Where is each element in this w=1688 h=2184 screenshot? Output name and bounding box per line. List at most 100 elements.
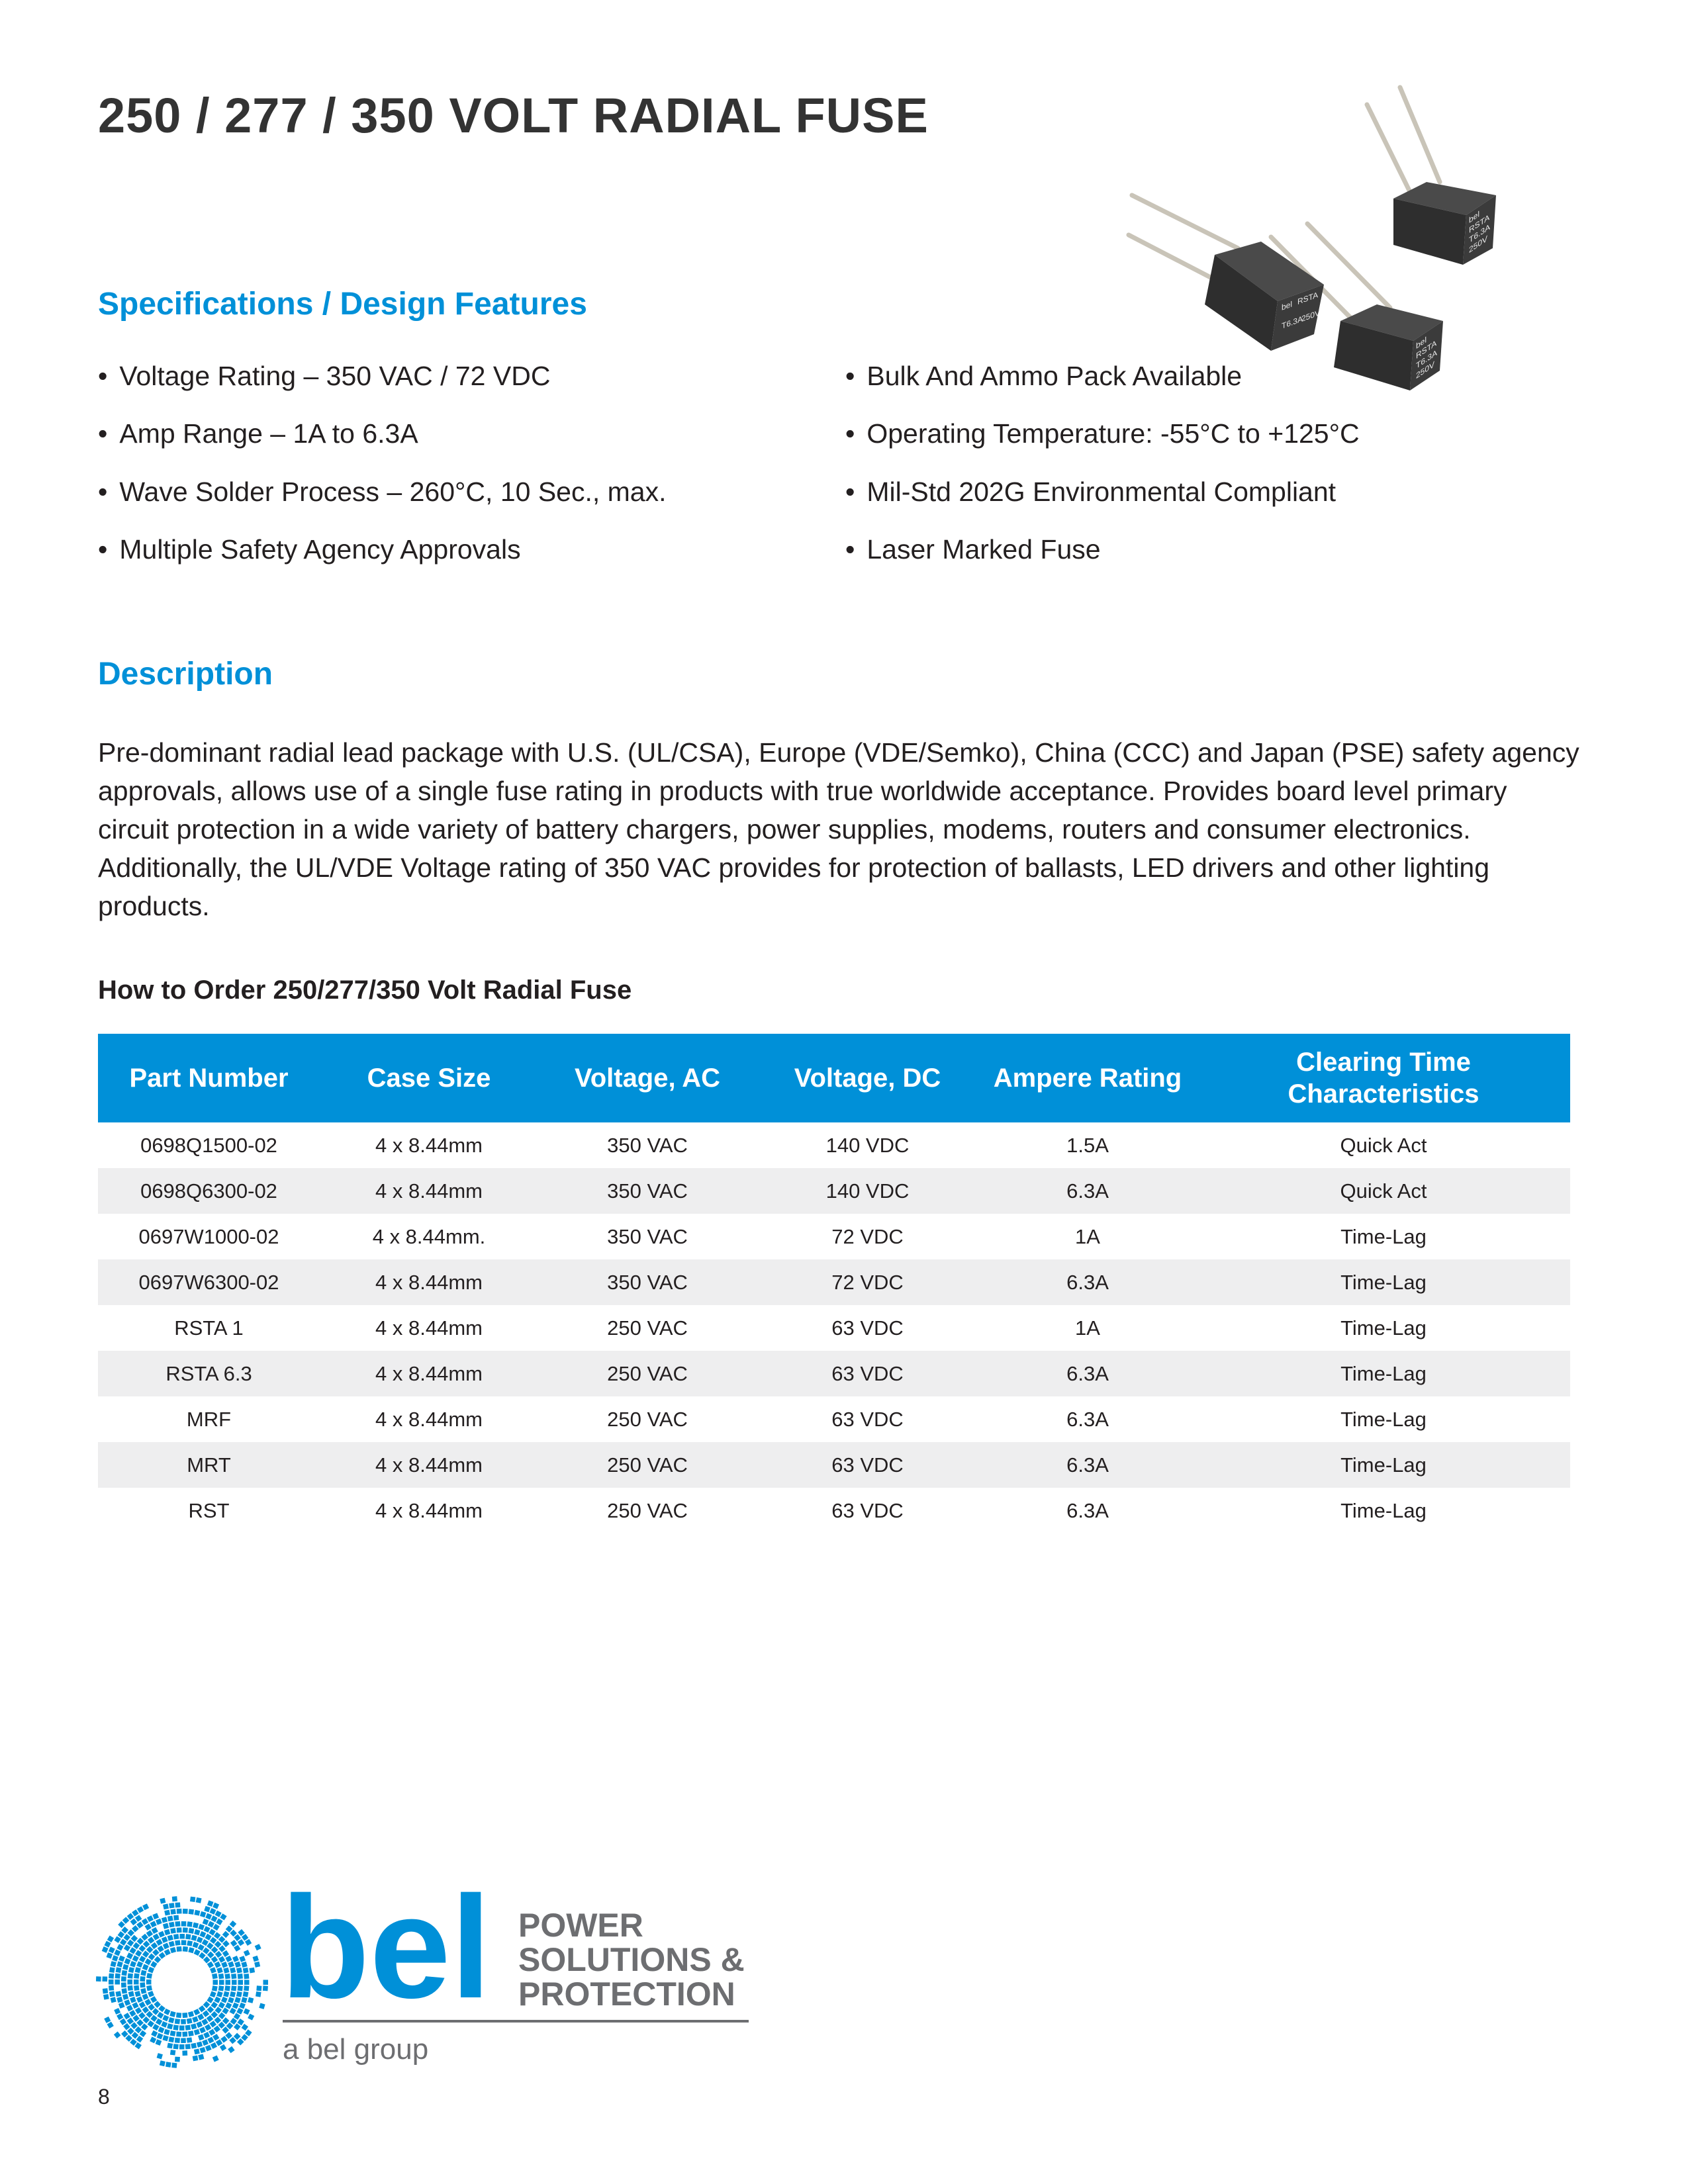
logo-mark-tile	[187, 1940, 193, 1946]
logo-mark-tile	[148, 1966, 155, 1974]
table-cell: 72 VDC	[831, 1224, 904, 1248]
spec-item: Amp Range – 1A to 6.3A	[98, 418, 418, 449]
table-cell: 4 x 8.44mm.	[372, 1224, 486, 1248]
logo-mark-tile	[118, 1955, 125, 1962]
logo-mark-tile	[237, 2019, 244, 2026]
table-row: 0698Q1500-02 4 x 8.44mm 350 VAC 140 VDC 1.5A…	[98, 1122, 1570, 1168]
logo-mark-tile	[182, 2050, 188, 2056]
logo-mark-tile	[136, 2019, 144, 2026]
logo-mark-tile	[225, 2032, 232, 2039]
logo-mark-tile	[230, 2017, 238, 2025]
logo-mark-tile	[244, 1974, 250, 1979]
logo-mark-tile	[201, 2018, 209, 2026]
logo-mark-tile	[127, 1979, 132, 1985]
logo-mark-tile	[243, 2008, 250, 2015]
logo-mark-tile	[207, 2036, 214, 2044]
logo-mark-tile	[234, 1934, 241, 1942]
logo-mark-tile	[230, 1940, 238, 1947]
logo-mark-tile	[218, 2001, 225, 2009]
logo-mark-tile	[202, 1919, 209, 1925]
table-cell: Time-Lag	[1340, 1407, 1427, 1431]
logo-mark-tile	[194, 1909, 201, 1916]
logo-mark-tile	[248, 1997, 254, 2003]
logo-mark-tile	[199, 2026, 206, 2034]
logo-mark-tile	[203, 1956, 211, 1964]
logo-mark-tile	[233, 2032, 241, 2040]
logo-mark-tile	[128, 1991, 134, 1997]
logo-mark-tile	[106, 1952, 113, 1959]
logo-mark-tile	[218, 1973, 224, 1979]
logo-mark-tile	[169, 1946, 177, 1954]
logo-mark-tile	[117, 1931, 125, 1938]
table-cell: Quick Act	[1197, 1168, 1570, 1214]
logo-mark-tile	[136, 1921, 144, 1929]
column-header: Part Number	[98, 1034, 320, 1122]
logo-mark-tile	[165, 2062, 171, 2068]
logo-mark-tile	[150, 1996, 158, 2003]
logo-mark-tile	[230, 1991, 236, 1997]
column-header: Case Size	[320, 1034, 538, 1122]
logo-mark-tile	[209, 1936, 217, 1944]
logo-mark-tile	[134, 1979, 139, 1985]
logo-mark-tile	[218, 2012, 226, 2020]
logo-mark-tile	[176, 1908, 182, 1914]
logo-mark-tile	[182, 2031, 188, 2037]
logo-mark-tile	[254, 1961, 261, 1968]
logo-mark-tile	[147, 1936, 155, 1944]
logo-mark-tile	[228, 1961, 234, 1968]
logo-mark-tile	[248, 2013, 255, 2021]
logo-mark-tile	[114, 1936, 121, 1943]
logo-mark-tile	[173, 2025, 179, 2030]
logo-mark-tile	[222, 2017, 230, 2025]
logo-mark-tile	[173, 2044, 179, 2050]
logo-mark-tile	[135, 1950, 142, 1957]
logo-mark-tile	[207, 2006, 214, 2013]
logo-mark-tile	[170, 1928, 176, 1934]
logo-mark-tile	[182, 1927, 188, 1933]
logo-mark-tile	[159, 2060, 165, 2067]
logo-mark-tile	[134, 1991, 141, 1997]
logo-mark-tile	[114, 1949, 121, 1956]
logo-mark-tile	[122, 1993, 129, 2000]
logo-mark-tile	[130, 1934, 138, 1942]
logo-mark-tile	[170, 1909, 176, 1915]
table-cell: 350 VAC	[607, 1133, 688, 1157]
logo-mark-tile	[121, 1970, 128, 1976]
logo-mark-tile	[198, 1923, 205, 1931]
logo-mark-tile	[211, 2042, 218, 2049]
table-cell: 6.3A	[978, 1259, 1197, 1305]
spec-item: Bulk And Ammo Pack Available	[845, 361, 1242, 392]
logo-mark-tile	[237, 1938, 245, 1946]
logo-mark-tile	[132, 2015, 140, 2022]
logo-mark-tile	[193, 2048, 200, 2055]
logo-mark-tile	[175, 1921, 181, 1927]
spec-item: Laser Marked Fuse	[845, 534, 1100, 565]
logo-mark-tile	[228, 1997, 234, 2003]
logo-mark-tile	[164, 1909, 171, 1916]
logo-mark-tile	[96, 1976, 101, 1982]
logo-mark-tile	[218, 2021, 226, 2029]
logo-mark-tile	[234, 2023, 241, 2030]
logo-mark-tile	[142, 2006, 150, 2014]
logo-mark-tile	[168, 2036, 175, 2043]
table-cell: Time-Lag	[1340, 1498, 1427, 1522]
page-number: 8	[98, 2085, 110, 2109]
logo-mark-tile	[156, 2053, 163, 2060]
logo-mark-tile	[218, 1936, 226, 1943]
logo-mark-tile	[218, 1985, 224, 1991]
table-cell: 63 VDC	[831, 1498, 904, 1522]
logo-mark-tile	[175, 1902, 181, 1908]
logo-mark-tile	[142, 1950, 150, 1958]
logo-mark-tile	[144, 1999, 152, 2006]
order-table-title: How to Order 250/277/350 Volt Radial Fus…	[98, 976, 632, 1005]
logo-mark-tile	[156, 1938, 163, 1946]
logo-mark-tile	[176, 2012, 182, 2019]
logo-mark-tile	[175, 1940, 181, 1946]
logo-mark-tile	[123, 2023, 130, 2030]
logo-mark-tile	[230, 1929, 237, 1937]
logo-mark-tile	[219, 2044, 227, 2052]
logo-mark-tile	[161, 1936, 168, 1943]
logo-mark-tile	[214, 2007, 222, 2014]
logo-mark-tile	[214, 2017, 222, 2024]
logo-mark-tile	[161, 2021, 168, 2028]
